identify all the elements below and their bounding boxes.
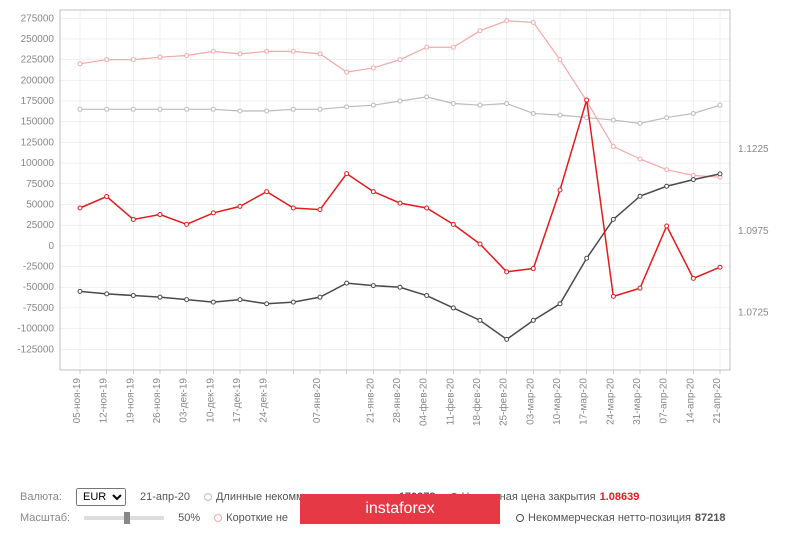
legend-short-label: Короткие не	[226, 512, 288, 524]
svg-text:1.0975: 1.0975	[738, 226, 769, 237]
svg-text:-25000: -25000	[23, 262, 55, 273]
chart-svg: -125000 -100000 -75000 -50000 -25000 0 25000 50…	[0, 0, 800, 480]
svg-text:07-апр-20: 07-апр-20	[659, 378, 670, 424]
svg-text:25-фев-20: 25-фев-20	[498, 378, 510, 426]
svg-text:11-фев-20: 11-фев-20	[444, 378, 456, 426]
svg-text:19-ноя-19: 19-ноя-19	[125, 378, 136, 424]
svg-text:1.1225: 1.1225	[738, 144, 769, 155]
svg-text:07-янв-20: 07-янв-20	[312, 378, 323, 424]
svg-text:-125000: -125000	[17, 344, 54, 355]
legend-short: Короткие не	[214, 512, 288, 524]
svg-text:21-апр-20: 21-апр-20	[712, 378, 723, 424]
svg-text:275000: 275000	[21, 13, 55, 24]
svg-text:-75000: -75000	[23, 303, 55, 314]
svg-text:-50000: -50000	[23, 282, 55, 293]
svg-text:18-фев-20: 18-фев-20	[471, 378, 483, 426]
svg-text:150000: 150000	[21, 117, 55, 128]
svg-text:31-мар-20: 31-мар-20	[632, 378, 643, 425]
svg-text:17-дек-19: 17-дек-19	[232, 378, 243, 423]
svg-text:10-дек-19: 10-дек-19	[205, 378, 216, 423]
svg-text:1.0725: 1.0725	[738, 308, 769, 319]
svg-text:03-дек-19: 03-дек-19	[179, 378, 190, 423]
svg-text:-100000: -100000	[17, 324, 54, 335]
svg-text:03-мар-20: 03-мар-20	[525, 378, 536, 425]
scale-slider[interactable]	[84, 516, 164, 520]
svg-text:21-янв-20: 21-янв-20	[365, 378, 376, 424]
svg-text:250000: 250000	[21, 34, 55, 45]
svg-text:28-янв-20: 28-янв-20	[392, 378, 403, 424]
svg-text:175000: 175000	[21, 96, 55, 107]
scale-slider-thumb[interactable]	[124, 512, 130, 524]
legend-short-marker	[214, 514, 222, 522]
svg-text:0: 0	[48, 241, 54, 252]
legend-net-marker	[516, 514, 524, 522]
svg-text:24-дек-19: 24-дек-19	[259, 378, 270, 423]
scale-label: Масштаб:	[20, 512, 70, 524]
chart-container: -125000 -100000 -75000 -50000 -25000 0 25000 50…	[0, 0, 800, 480]
instaforex-badge: instaforex	[300, 494, 500, 524]
legend-net-value: 87218	[695, 512, 726, 524]
svg-text:125000: 125000	[21, 137, 55, 148]
svg-text:24-мар-20: 24-мар-20	[605, 378, 616, 425]
svg-text:04-фев-20: 04-фев-20	[418, 378, 430, 426]
svg-text:75000: 75000	[26, 179, 54, 190]
svg-text:10-мар-20: 10-мар-20	[552, 378, 563, 425]
svg-text:05-ноя-19: 05-ноя-19	[72, 378, 83, 424]
currency-label: Валюта:	[20, 491, 62, 503]
svg-text:12-ноя-19: 12-ноя-19	[99, 378, 110, 424]
svg-text:225000: 225000	[21, 55, 55, 66]
scale-value: 50%	[178, 512, 200, 524]
legend-net-label: Некоммерческая нетто-позиция	[528, 512, 691, 524]
badge-text: instaforex	[365, 500, 434, 518]
svg-text:14-апр-20: 14-апр-20	[685, 378, 696, 424]
legend-net: Некоммерческая нетто-позиция 87218	[516, 512, 725, 524]
legend-close-value: 1.08639	[600, 491, 640, 503]
svg-text:200000: 200000	[21, 75, 55, 86]
date-value: 21-апр-20	[140, 491, 190, 503]
svg-text:50000: 50000	[26, 199, 54, 210]
svg-text:26-ноя-19: 26-ноя-19	[152, 378, 163, 424]
legend-long-marker	[204, 493, 212, 501]
svg-text:17-мар-20: 17-мар-20	[579, 378, 590, 425]
svg-text:25000: 25000	[26, 220, 54, 231]
svg-text:100000: 100000	[21, 158, 55, 169]
currency-select[interactable]: EUR	[76, 488, 126, 506]
